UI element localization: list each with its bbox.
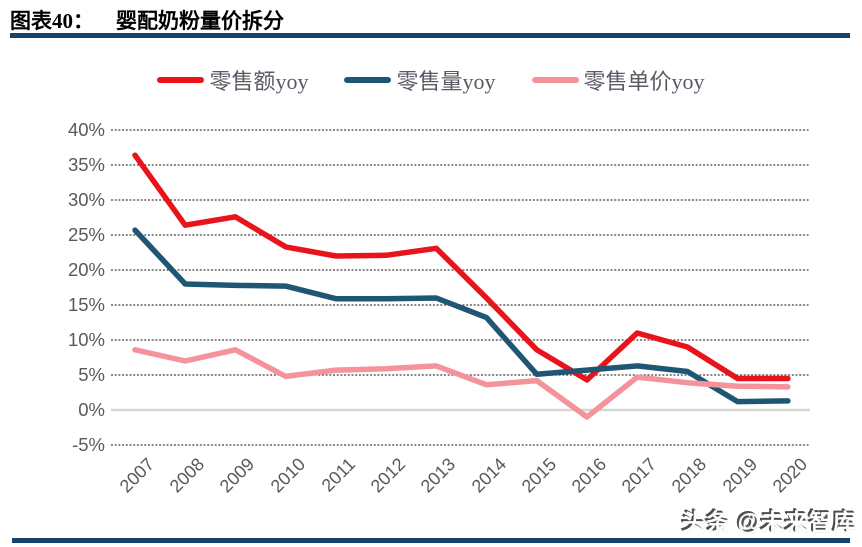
bottom-divider-rule — [12, 538, 850, 543]
y-axis-tick-label: 0% — [78, 399, 105, 420]
y-axis-tick-label: -5% — [72, 434, 105, 455]
series-line-3 — [132, 347, 791, 420]
y-axis-tick-label: 5% — [78, 364, 105, 385]
series-line-2 — [132, 227, 791, 405]
figure-number-label: 图表40： — [10, 9, 94, 33]
pink-line-swatch-icon — [531, 77, 579, 83]
y-axis-tick-label: 35% — [67, 154, 105, 175]
chart-legend: 零售额yoy 零售量yoy 零售单价yoy — [0, 64, 862, 96]
watermark: 头条 @未来智库 — [682, 509, 857, 535]
red-line-swatch-icon — [157, 77, 205, 83]
legend-label: 零售单价yoy — [583, 69, 705, 94]
title-divider-rule — [10, 33, 850, 38]
y-axis-tick-label: 30% — [67, 189, 105, 210]
legend-label: 零售额yoy — [209, 69, 309, 94]
legend-item-retail-value: 零售额yoy — [157, 64, 308, 96]
series-line-1 — [132, 152, 791, 383]
y-axis-tick-label: 10% — [67, 329, 105, 350]
figure-title: 婴配奶粉量价拆分 — [116, 10, 284, 33]
y-axis-tick-label: 20% — [67, 259, 105, 280]
y-axis-tick-label: 40% — [67, 119, 105, 140]
y-axis-tick-label: 15% — [67, 294, 105, 315]
legend-item-retail-price: 零售单价yoy — [531, 64, 705, 96]
y-axis-tick-label: 25% — [67, 224, 105, 245]
figure-header: 图表40： 婴配奶粉量价拆分 — [10, 5, 284, 35]
legend-label: 零售量yoy — [396, 69, 496, 94]
legend-item-retail-volume: 零售量yoy — [344, 64, 496, 96]
blue-line-swatch-icon — [344, 77, 392, 83]
